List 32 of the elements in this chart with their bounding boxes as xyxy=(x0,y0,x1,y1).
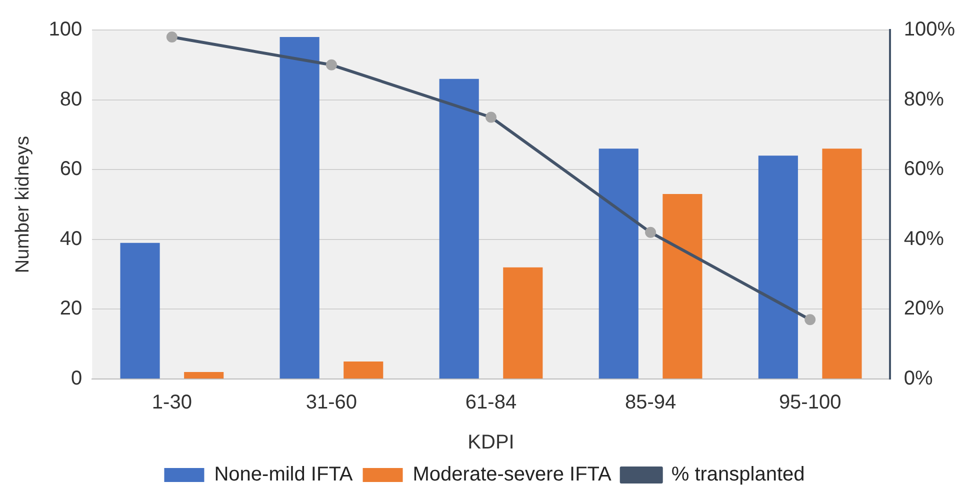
legend-label: Moderate-severe IFTA xyxy=(412,464,612,486)
y-axis-title: Number kidneys xyxy=(12,136,34,274)
y-tick-label: 20 xyxy=(60,298,82,320)
y-tick-label: 80 xyxy=(60,88,82,110)
x-tick-label: 85-94 xyxy=(624,392,676,414)
bar xyxy=(662,194,702,378)
y-tick-label: 60 xyxy=(60,158,82,180)
x-tick-label: 31-60 xyxy=(306,392,358,414)
bar xyxy=(758,156,798,378)
legend-label: % transplanted xyxy=(671,464,805,486)
y2-tick-label: 20% xyxy=(904,298,944,320)
x-tick-label: 1-30 xyxy=(152,392,192,414)
bar xyxy=(344,362,384,378)
legend-label: None-mild IFTA xyxy=(214,464,354,486)
bar xyxy=(822,148,862,378)
bar xyxy=(503,267,543,378)
x-axis-title: KDPI xyxy=(468,432,514,454)
x-tick-label: 61-84 xyxy=(465,392,517,414)
y2-tick-label: 0% xyxy=(904,368,933,390)
y2-tick-label: 80% xyxy=(904,88,944,110)
bar xyxy=(184,372,224,378)
y-tick-label: 100 xyxy=(48,18,82,41)
y2-tick-label: 40% xyxy=(904,228,944,250)
x-tick-label: 95-100 xyxy=(778,392,842,414)
bar xyxy=(439,78,479,378)
y2-tick-label: 100% xyxy=(904,18,956,41)
y-tick-label: 40 xyxy=(60,228,82,250)
bar xyxy=(280,36,320,378)
y2-tick-label: 60% xyxy=(904,158,944,180)
bar xyxy=(120,242,160,378)
y-tick-label: 0 xyxy=(71,368,82,390)
bar xyxy=(598,148,638,378)
